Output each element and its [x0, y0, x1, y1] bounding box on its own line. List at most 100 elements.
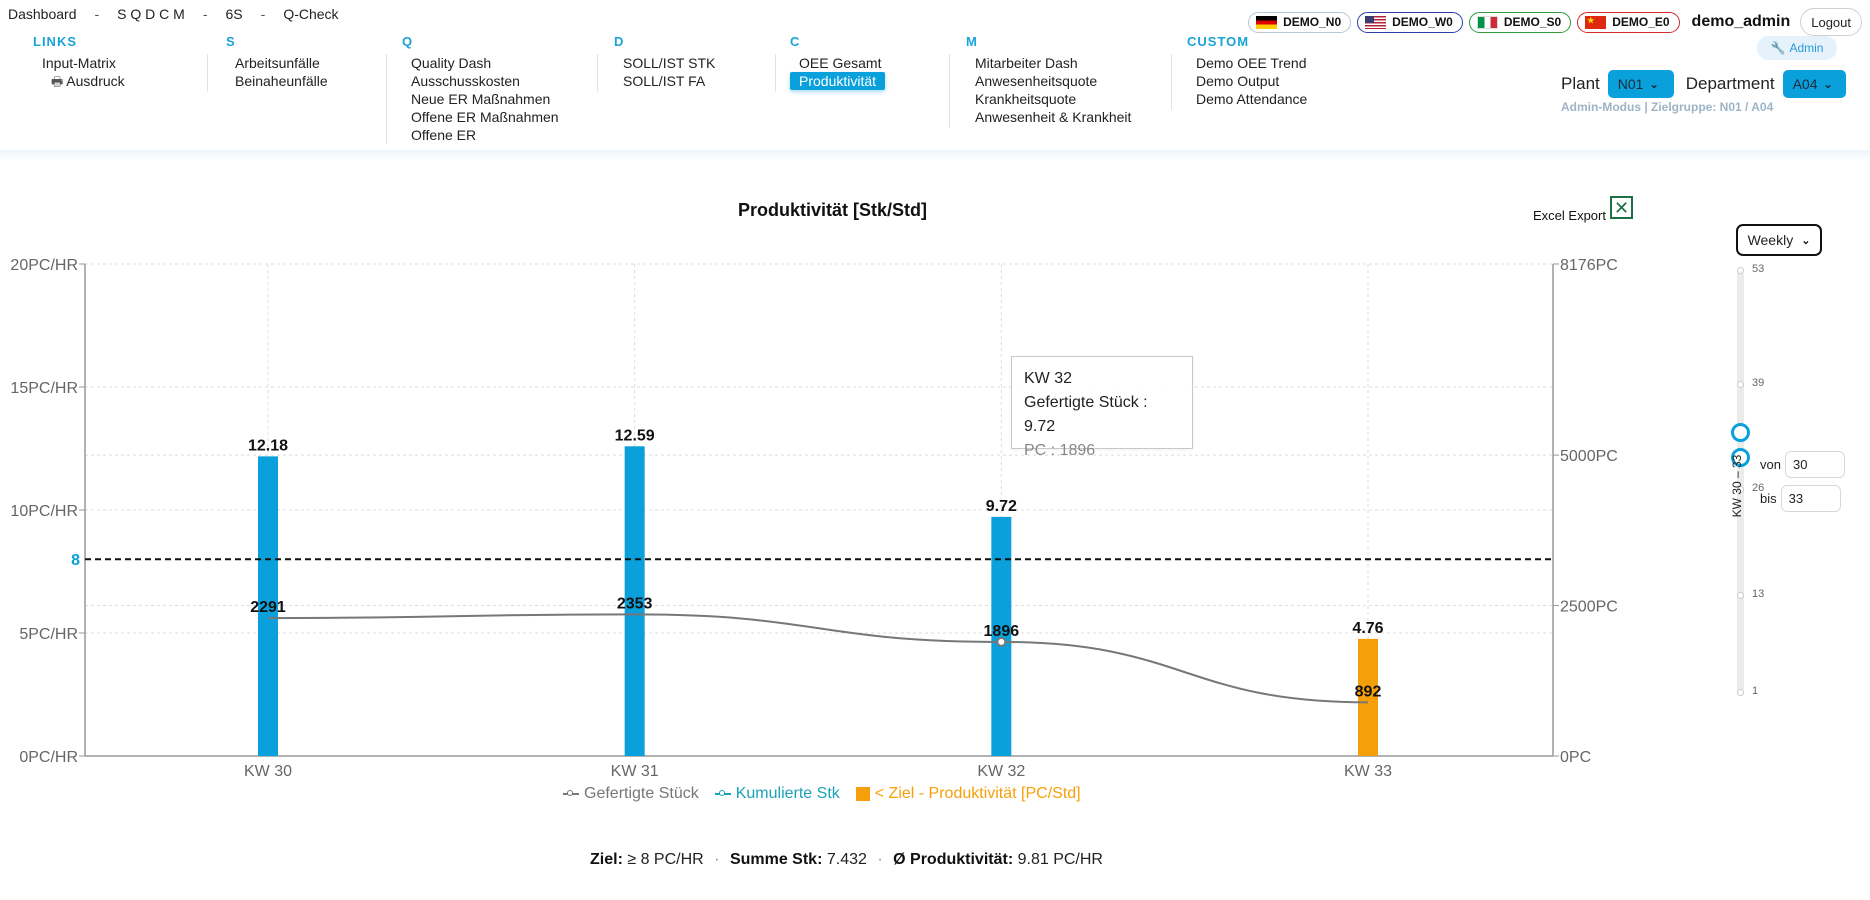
legend-label: Kumulierte Stk	[735, 785, 840, 802]
menu-item-label: Ausdruck	[66, 73, 125, 89]
excel-export-label: Excel Export	[1533, 208, 1606, 223]
menu-item-ausschusskosten[interactable]: Ausschusskosten	[411, 73, 520, 89]
menu-item-offene-er[interactable]: Offene ER	[411, 127, 477, 143]
menu-item-neue-er-massnahmen[interactable]: Neue ER Maßnahmen	[411, 91, 551, 107]
legend-item-kumulierte-stk[interactable]: Kumulierte Stk	[714, 785, 840, 803]
user-badge-label: DEMO_S0	[1503, 15, 1562, 29]
department-select[interactable]: A04 ⌄	[1782, 70, 1846, 98]
productivity-chart: 0PC/HR 5PC/HR 10PC/HR 15PC/HR 20PC/HR 0PC 2500…	[10, 257, 1618, 780]
chart-legend: Gefertigte Stück Kumulierte Stk < Ziel -…	[563, 785, 1081, 803]
bar-value-label: 12.18	[248, 437, 288, 454]
menu-column-heading: CUSTOM	[1187, 34, 1250, 49]
plant-select[interactable]: N01 ⌄	[1607, 70, 1674, 98]
user-badge-label: DEMO_W0	[1392, 15, 1453, 29]
bar-kw-33	[1358, 638, 1378, 756]
range-to-input[interactable]: 33	[1780, 485, 1841, 512]
menu-item-demo-oee-trend[interactable]: Demo OEE Trend	[1196, 55, 1307, 71]
menu-item-demo-output[interactable]: Demo Output	[1196, 73, 1280, 89]
menu-item-arbeitsunfaelle[interactable]: Arbeitsunfälle	[235, 55, 320, 71]
slider-tick-dot	[1737, 486, 1744, 494]
range-to: bis 33	[1760, 485, 1841, 512]
menu-item-offene-er-massnahmen[interactable]: Offene ER Maßnahmen	[411, 109, 559, 125]
plant-select-value: N01	[1617, 76, 1644, 92]
menu-item-ausdruck[interactable]: 🖶 Ausdruck	[42, 72, 125, 91]
menu-item-anwesenheitsquote[interactable]: Anwesenheitsquote	[975, 73, 1098, 89]
legend-item-below-target[interactable]: < Ziel - Produktivität [PC/Std]	[855, 785, 1081, 803]
menu-column-c: C OEE Gesamt Produktivität	[775, 34, 886, 92]
week-range-slider-track[interactable]	[1737, 270, 1744, 692]
menu-item-soll-ist-fa[interactable]: SOLL/IST FA	[623, 73, 706, 89]
y-axis-left-tick-label: 0PC/HR	[19, 749, 78, 766]
range-from-input[interactable]: 30	[1784, 451, 1845, 478]
line-gefertigte-stueck	[267, 613, 1369, 704]
user-badge-demo-s0[interactable]: DEMO_S0	[1468, 11, 1572, 33]
plant-label: Plant	[1561, 74, 1600, 93]
menu-column-heading: C	[790, 34, 801, 49]
line-marker-icon	[563, 790, 579, 796]
menu-item-mitarbeiter-dash[interactable]: Mitarbeiter Dash	[975, 55, 1078, 71]
legend-label: < Ziel - Produktivität [PC/Std]	[874, 785, 1081, 802]
menu-item-quality-dash[interactable]: Quality Dash	[411, 55, 492, 71]
slider-tick-label: 26	[1752, 482, 1765, 495]
user-badge-label: DEMO_N0	[1283, 15, 1342, 29]
line-value-label: 1896	[984, 623, 1020, 640]
nav-q-check[interactable]: Q-Check	[283, 6, 339, 22]
summary-prod-label: Ø Produktivität:	[893, 851, 1014, 868]
menu-item-oee-gesamt[interactable]: OEE Gesamt	[799, 55, 882, 71]
menu-column-heading: S	[226, 34, 236, 49]
usa-flag-icon	[1365, 15, 1387, 29]
summary-summe-value: 7.432	[826, 851, 867, 868]
menu-item-demo-attendance[interactable]: Demo Attendance	[1196, 91, 1308, 107]
chart-title: Produktivität [Stk/Std]	[738, 200, 928, 220]
slider-tick-label: 53	[1752, 263, 1765, 275]
tooltip-title: KW 32	[1024, 370, 1073, 387]
user-badge-demo-w0[interactable]: DEMO_W0	[1357, 11, 1463, 33]
bar-kw-31	[624, 446, 645, 756]
slider-tick-label: 1	[1752, 685, 1759, 697]
user-badge-demo-e0[interactable]: ★ DEMO_E0	[1577, 11, 1680, 33]
x-axis-tick-label: KW 32	[977, 763, 1025, 780]
user-badge-demo-n0[interactable]: DEMO_N0	[1248, 11, 1352, 33]
menu-item-soll-ist-stk[interactable]: SOLL/IST STK	[623, 55, 716, 71]
username: demo_admin	[1691, 13, 1791, 30]
china-flag-icon: ★	[1585, 15, 1607, 29]
admin-button-label: Admin	[1789, 41, 1824, 55]
excel-export-button[interactable]: Excel Export ✕	[1533, 196, 1633, 223]
menu-column-heading: LINKS	[33, 34, 77, 49]
nav-separator: -	[94, 6, 100, 22]
bar-kw-32	[991, 516, 1012, 756]
logout-button[interactable]: Logout	[1800, 8, 1862, 36]
range-to-label: bis	[1760, 491, 1777, 506]
chevron-down-icon: ⌄	[1801, 234, 1811, 247]
menu-item-input-matrix[interactable]: Input-Matrix	[42, 55, 116, 71]
chevron-down-icon: ⌄	[1649, 78, 1659, 91]
menu-item-anwesenheit-krankheit[interactable]: Anwesenheit & Krankheit	[975, 109, 1132, 125]
y-axis-right-tick-label: 2500PC	[1560, 599, 1618, 616]
y-axis-left-tick-label: 20PC/HR	[10, 257, 78, 274]
x-axis-tick-label: KW 33	[1344, 763, 1392, 780]
target-value-label: 8	[71, 552, 80, 569]
menu-item-produktivitaet[interactable]: Produktivität	[790, 72, 886, 90]
slider-tick-dot	[1737, 380, 1744, 388]
nav-sqdcm[interactable]: S Q D C M	[117, 6, 185, 22]
menu-column-custom: CUSTOM Demo OEE Trend Demo Output Demo A…	[1171, 34, 1308, 110]
menu-item-beinaheunfaelle[interactable]: Beinaheunfälle	[235, 73, 328, 89]
slider-handle-from[interactable]	[1731, 447, 1750, 467]
slider-handle-to[interactable]	[1731, 423, 1750, 443]
bar-value-label: 9.72	[986, 498, 1017, 515]
slider-tick-label: 13	[1752, 587, 1765, 600]
y-axis-right-tick-label: 5000PC	[1560, 448, 1618, 465]
summary-separator: ·	[877, 851, 883, 868]
period-select-value: Weekly	[1747, 232, 1794, 248]
admin-button[interactable]: 🔧 Admin	[1757, 36, 1837, 60]
menu-item-krankheitsquote[interactable]: Krankheitsquote	[975, 91, 1077, 107]
period-select[interactable]: Weekly ⌄	[1736, 224, 1822, 256]
y-axis-left-tick-label: 5PC/HR	[19, 626, 78, 643]
nav-6s[interactable]: 6S	[225, 6, 243, 22]
legend-item-gefertigte-stueck[interactable]: Gefertigte Stück	[563, 785, 699, 803]
line-point-highlight	[996, 636, 1007, 647]
nav-dashboard[interactable]: Dashboard	[8, 6, 77, 22]
chart-summary: Ziel: ≥ 8 PC/HR · Summe Stk: 7.432 · Ø P…	[590, 851, 1103, 869]
printer-icon: 🖶	[51, 74, 64, 89]
top-nav: Dashboard - S Q D C M - 6S - Q-Check	[8, 6, 339, 22]
